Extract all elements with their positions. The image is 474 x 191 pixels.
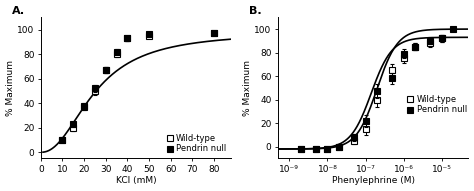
- Text: A.: A.: [12, 6, 26, 16]
- Y-axis label: % Maximum: % Maximum: [243, 60, 252, 116]
- Legend: Wild-type, Pendrin null: Wild-type, Pendrin null: [164, 133, 227, 154]
- X-axis label: KCl (mM): KCl (mM): [116, 176, 156, 185]
- Text: B.: B.: [249, 6, 262, 16]
- Legend: Wild-type, Pendrin null: Wild-type, Pendrin null: [405, 94, 468, 115]
- X-axis label: Phenylephrine (M): Phenylephrine (M): [332, 176, 415, 185]
- Y-axis label: % Maximum: % Maximum: [6, 60, 15, 116]
